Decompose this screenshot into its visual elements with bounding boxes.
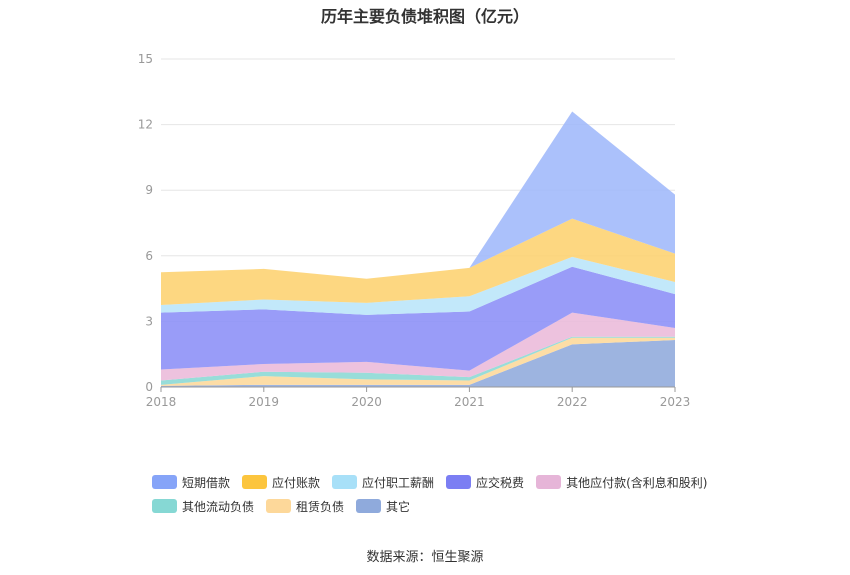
x-tick-label: 2020 xyxy=(351,395,382,409)
legend-item[interactable]: 短期借款 xyxy=(152,470,230,494)
legend-swatch xyxy=(446,475,472,489)
legend-swatch xyxy=(152,475,177,489)
y-tick-label: 0 xyxy=(145,380,153,394)
area-series-3 xyxy=(161,312,675,381)
data-source: 数据来源：恒生聚源 xyxy=(366,550,484,565)
area-series-6 xyxy=(161,218,675,305)
area-series-5 xyxy=(161,256,675,315)
legend-item[interactable]: 应交税费 xyxy=(446,470,524,494)
x-tick-label: 2021 xyxy=(454,395,485,409)
legend-label: 其他流动负债 xyxy=(182,499,255,514)
legend-label: 短期借款 xyxy=(182,475,231,490)
legend-label: 其它 xyxy=(386,499,411,514)
legend-label: 其他应付款(含利息和股利) xyxy=(566,475,708,490)
area-series-0 xyxy=(161,339,675,387)
x-tick-label: 2018 xyxy=(146,395,177,409)
x-tick-label: 2022 xyxy=(557,395,588,409)
y-tick-label: 15 xyxy=(138,52,153,66)
area-series xyxy=(161,111,675,387)
legend-label: 应付职工薪酬 xyxy=(362,475,435,490)
chart-title: 历年主要负债堆积图（亿元） xyxy=(320,7,529,26)
area-series-1 xyxy=(161,337,675,386)
legend-label: 租赁负债 xyxy=(296,499,345,514)
legend-swatch xyxy=(266,499,292,513)
legend-item[interactable]: 应付账款 xyxy=(242,470,320,494)
area-series-4 xyxy=(161,266,675,371)
x-tick-label: 2023 xyxy=(660,395,691,409)
legend-swatch xyxy=(242,475,268,489)
legend-swatch xyxy=(356,499,382,513)
legend-swatch xyxy=(152,499,177,513)
area-series-2 xyxy=(161,336,675,385)
area-series-7 xyxy=(161,111,675,279)
x-tick-label: 2019 xyxy=(249,395,280,409)
y-tick-label: 9 xyxy=(145,183,153,197)
y-tick-label: 6 xyxy=(145,249,153,263)
legend-item[interactable]: 租赁负债 xyxy=(266,494,344,518)
y-tick-label: 3 xyxy=(145,314,153,328)
axes: 0 3 6 9 12 15 2018 2019 2020 2021 2022 2023 xyxy=(138,52,691,409)
legend-swatch xyxy=(332,475,358,489)
legend: 短期借款 应付账款 应付职工薪酬 应交税费 其他应付款(含利息和股利) 其他流动负债 租赁负… xyxy=(152,470,732,518)
legend-item[interactable]: 应付职工薪酬 xyxy=(332,470,434,494)
y-tick-label: 12 xyxy=(138,118,153,132)
legend-item[interactable]: 其他应付款(含利息和股利) xyxy=(536,470,707,494)
legend-label: 应交税费 xyxy=(476,475,525,490)
legend-item[interactable]: 其它 xyxy=(356,494,410,518)
legend-swatch xyxy=(536,475,562,489)
legend-item[interactable]: 其他流动负债 xyxy=(152,494,254,518)
legend-label: 应付账款 xyxy=(272,475,321,490)
